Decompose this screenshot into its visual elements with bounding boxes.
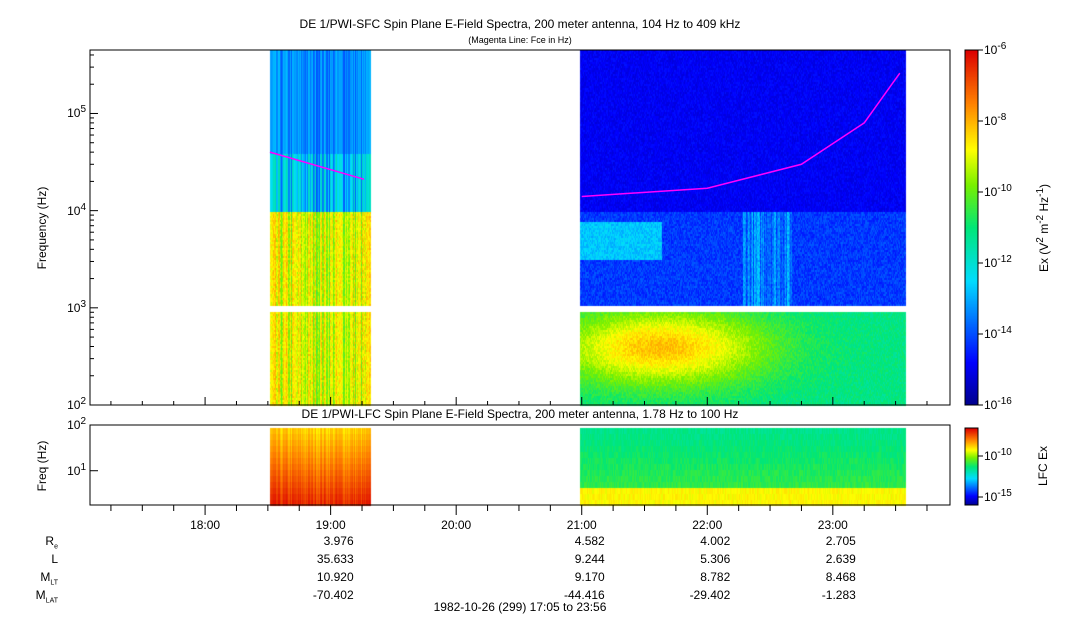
ephemeris-value: 2.705: [825, 534, 856, 548]
ephemeris-value: -44.416: [564, 588, 605, 602]
ephemeris-value: 8.782: [700, 570, 731, 584]
colorbar-tick-label: 10-8: [984, 112, 1007, 128]
ephemeris-value: -1.283: [821, 588, 856, 602]
colorbar-tick-label: 10-10: [984, 183, 1012, 199]
x-tick-label: 18:00: [190, 518, 221, 532]
ephemeris-value: 8.468: [825, 570, 856, 584]
sfc-ylabel: Frequency (Hz): [35, 186, 49, 270]
ephemeris-value: 2.639: [825, 552, 856, 566]
ephemeris-label-3: MLAT: [35, 588, 58, 605]
x-tick-label: 19:00: [315, 518, 346, 532]
sfc-plot-frame: [89, 49, 951, 406]
y-tick-label: 105: [67, 104, 86, 121]
ephemeris-value: 9.170: [574, 570, 605, 584]
y-tick-label: 103: [67, 298, 86, 315]
x-tick-label: 22:00: [692, 518, 723, 532]
lfc-y-tick-label: 102: [67, 416, 86, 432]
x-tick-label: 21:00: [566, 518, 597, 532]
lfc-colorbar-tick-label: 10-15: [984, 488, 1012, 504]
y-tick-label: 104: [67, 201, 86, 218]
ephemeris-value: 35.633: [316, 552, 354, 566]
ephemeris-value: -70.402: [312, 588, 354, 602]
lfc-ylabel: Freq (Hz): [35, 440, 49, 492]
lfc-title: DE 1/PWI-LFC Spin Plane E-Field Spectra,…: [301, 407, 739, 421]
y-tick-label: 102: [67, 396, 86, 412]
x-tick-label: 23:00: [817, 518, 848, 532]
colorbar-tick-label: 10-14: [984, 325, 1012, 341]
sfc-colorbar-label: Ex (V2 m-2 Hz-1): [1035, 183, 1051, 273]
ephemeris-value: 9.244: [574, 552, 605, 566]
sfc-colorbar: [964, 49, 979, 406]
lfc-colorbar-tick-label: 10-10: [984, 447, 1012, 463]
lfc-colorbar: [964, 427, 979, 506]
time-range-footer: 1982-10-26 (299) 17:05 to 23:56: [433, 600, 607, 614]
colorbar-tick-label: 10-16: [984, 396, 1012, 412]
fce-line-1: [581, 72, 901, 198]
ephemeris-value: 10.920: [316, 570, 354, 584]
lfc-y-tick-label: 101: [67, 461, 86, 478]
ephemeris-label-1: L: [51, 552, 58, 566]
fce-line-0: [269, 151, 365, 181]
ephemeris-value: 4.582: [574, 534, 605, 548]
sfc-subtitle: (Magenta Line: Fce in Hz): [468, 35, 572, 45]
ephemeris-label-0: Re: [45, 534, 58, 551]
ephemeris-label-2: MLT: [40, 570, 58, 587]
ephemeris-value: -29.402: [689, 588, 731, 602]
lfc-colorbar-label: LFC Ex: [1036, 445, 1050, 487]
ephemeris-value: 3.976: [323, 534, 354, 548]
lfc-plot-frame: [89, 424, 951, 506]
ephemeris-value: 4.002: [700, 534, 731, 548]
sfc-title: DE 1/PWI-SFC Spin Plane E-Field Spectra,…: [299, 17, 741, 31]
colorbar-tick-label: 10-6: [984, 41, 1007, 57]
x-tick-label: 20:00: [441, 518, 472, 532]
ephemeris-value: 5.306: [700, 552, 731, 566]
colorbar-tick-label: 10-12: [984, 254, 1012, 270]
